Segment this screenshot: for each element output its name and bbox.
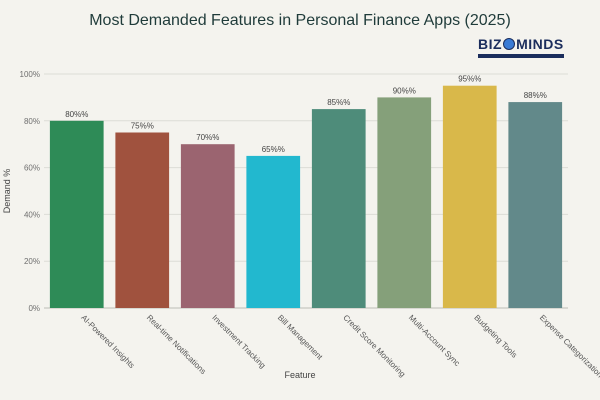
x-tick-label: Investment Tracking (210, 313, 267, 370)
chart-title: Most Demanded Features in Personal Finan… (89, 12, 511, 29)
bar (49, 120, 104, 308)
x-tick-label: Multi-Account Sync (407, 313, 462, 368)
data-label: 80%% (65, 110, 88, 119)
bar (377, 97, 432, 309)
y-tick-label: 20% (24, 257, 40, 266)
globe-icon (503, 38, 516, 50)
x-tick-label: Expense Categorization (538, 313, 600, 379)
bizminds-logo: BIZ MINDS (478, 36, 564, 64)
bar (246, 155, 301, 308)
y-tick-label: 80% (24, 117, 40, 126)
y-tick-label: 60% (24, 164, 40, 173)
y-tick-label: 40% (24, 210, 40, 219)
x-tick-label: Bill Management (276, 313, 325, 362)
logo-wordmark: BIZ MINDS (478, 36, 564, 52)
x-tick-label: Budgeting Tools (472, 313, 519, 360)
bar (180, 144, 235, 308)
logo-tagline-bar (478, 54, 564, 58)
x-tick-label: AI-Powered Insights (79, 313, 136, 370)
data-label: 95%% (458, 75, 481, 84)
data-label: 90%% (393, 86, 416, 95)
x-tick-label: Credit Score Monitoring (341, 313, 407, 379)
x-axis-title: Feature (284, 370, 315, 380)
data-label: 65%% (262, 145, 285, 154)
logo-text-left: BIZ (478, 36, 503, 52)
data-label: 85%% (327, 98, 350, 107)
data-label: 88%% (524, 91, 547, 100)
data-label: 70%% (196, 133, 219, 142)
logo-text-right: MINDS (516, 36, 564, 52)
y-tick-label: 100% (20, 70, 40, 79)
data-label: 75%% (131, 122, 154, 131)
y-axis-title: Demand % (2, 169, 12, 214)
x-tick-label: Real-time Notifications (145, 313, 208, 376)
bar (311, 109, 366, 308)
bar (442, 85, 497, 308)
bar (508, 102, 563, 308)
bar (115, 132, 170, 308)
y-tick-label: 0% (28, 304, 40, 313)
